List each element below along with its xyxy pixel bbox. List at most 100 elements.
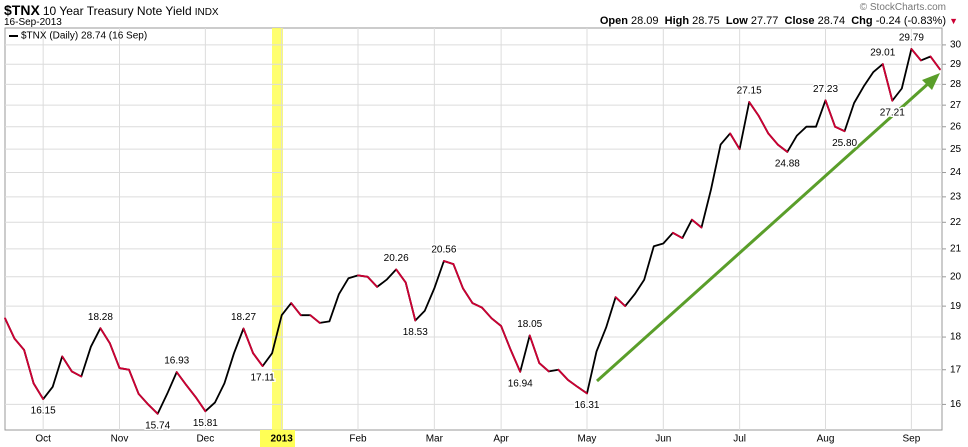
y-tick-label: 24 [950,167,962,178]
y-tick-label: 21 [950,244,962,255]
data-label: 18.53 [403,327,428,338]
plot-area [4,27,943,431]
y-tick-label: 20 [950,271,962,282]
down-segment [490,317,503,327]
down-segment [824,99,836,128]
y-tick-label: 18 [950,332,962,343]
year-highlight [272,28,283,430]
down-segment [748,101,760,117]
chg-label: Chg [851,15,873,27]
down-segment [290,302,302,317]
down-segment [509,349,522,373]
data-label: 15.74 [145,420,170,431]
down-segment [528,334,541,364]
data-label: 27.21 [880,107,905,118]
date: 16-Sep-2013 [4,17,62,28]
down-segment [881,63,894,102]
low-label: Low [725,15,748,27]
x-tick-label: Aug [817,434,835,445]
down-segment [576,385,588,395]
down-segment [834,125,846,133]
trend-line [595,80,932,383]
down-segment [395,268,407,284]
down-segment [194,396,207,413]
down-segment [70,370,83,378]
down-segment [32,382,45,400]
down-segment [691,218,703,229]
down-segment [23,349,35,385]
y-tick-label: 22 [950,217,962,228]
down-segment [309,314,321,324]
chg: -0.24 (-0.83%) [875,15,946,27]
open-label: Open [599,15,628,27]
down-segment [242,327,254,355]
down-segment [366,275,378,288]
down-segment [175,371,188,386]
data-label: 29.01 [870,48,895,59]
data-label: 25.80 [832,138,857,149]
y-tick-label: 25 [950,144,962,155]
data-label: 16.94 [508,378,533,389]
y-tick-label: 29 [950,59,962,70]
down-segment [4,317,16,340]
down-segment [538,362,550,373]
down-segment [137,392,150,406]
down-segment [910,48,922,62]
down-segment [500,325,512,351]
data-label: 27.15 [737,86,762,97]
high: 28.75 [692,15,720,27]
down-segment [567,379,579,388]
y-tick-label: 27 [950,100,962,111]
down-segment [357,274,369,278]
down-segment [452,263,464,290]
down-segment [404,281,417,322]
x-tick-label: 2013 [271,434,294,445]
down-segment [671,231,684,240]
x-tick-label: Nov [111,434,129,445]
y-tick-label: 23 [950,192,962,203]
down-segment [147,403,159,415]
name: 10 Year Treasury Note Yield [42,4,192,18]
down-segment [481,306,493,320]
down-segment [99,327,111,345]
down-segment [767,132,779,146]
data-label: 27.23 [813,84,838,95]
down-segment [776,143,789,153]
x-tick-label: Jul [733,434,746,445]
data-label: 20.56 [431,245,456,256]
exchange: INDX [194,7,219,18]
down-segment [729,132,741,151]
down-segment [109,342,121,369]
data-label: 24.88 [775,159,800,170]
down-segment [13,337,25,351]
trend-arrowhead [922,73,940,90]
down-segment [118,367,130,371]
down-segment [757,114,770,135]
symbol: $TNX [4,2,40,18]
data-label: 18.05 [517,319,542,330]
x-tick-label: May [578,434,597,445]
x-tick-label: Sep [902,434,920,445]
y-tick-label: 17 [950,364,962,375]
down-segment [614,296,627,308]
down-segment [929,55,941,71]
data-label: 16.93 [164,356,189,367]
down-segment [61,355,73,373]
x-tick-label: Mar [426,434,444,445]
down-segment [185,384,197,399]
x-tick-label: Feb [349,434,367,445]
x-tick-label: Oct [35,434,51,445]
down-segment [557,368,569,381]
down-indicator: ▼ [949,16,958,26]
year-label-bg [260,430,295,447]
open: 28.09 [631,15,659,27]
data-label: 18.27 [231,312,256,323]
data-label: 29.79 [899,33,924,44]
down-segment [442,260,455,265]
quote-line: Open 28.09 High 28.75 Low 27.77 Close 28… [600,15,946,27]
data-label: 17.11 [250,373,275,384]
data-label: 18.28 [88,312,113,323]
data-label: 16.15 [31,406,56,417]
y-tick-label: 19 [950,301,962,312]
